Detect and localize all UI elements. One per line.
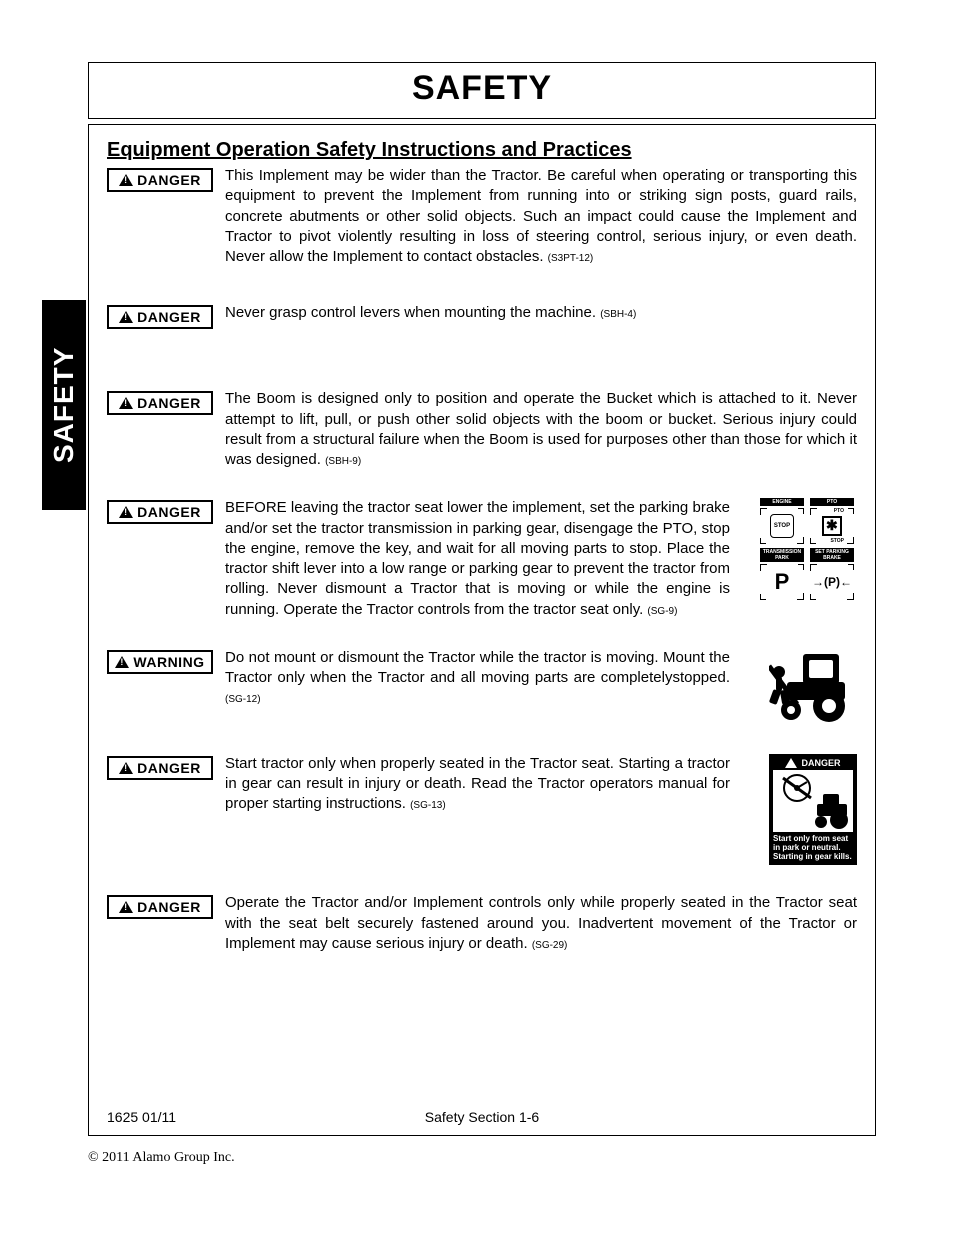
- danger-label: DANGER: [107, 500, 213, 524]
- label-text: DANGER: [137, 504, 201, 520]
- warning-label: WARNING: [107, 650, 213, 674]
- danger-label: DANGER: [107, 305, 213, 329]
- shutdown-diagram-icon: ENGINESTOPPTOPTOSTOPTRANSMISSION PARKPSE…: [757, 498, 857, 604]
- entry-text: Do not mount or dismount the Tractor whi…: [225, 648, 730, 709]
- shutdown-cell: SET PARKING BRAKE→(P)←: [810, 548, 854, 600]
- label-text: DANGER: [137, 309, 201, 325]
- side-tab: SAFETY: [42, 300, 86, 510]
- tractor-dismount-icon: [769, 648, 857, 726]
- danger-label: DANGER: [107, 391, 213, 415]
- safety-entry: WARNING Do not mount or dismount the Trac…: [107, 648, 857, 726]
- label-text: DANGER: [137, 172, 201, 188]
- entry-ref: (SG-13): [410, 800, 446, 811]
- alert-icon: [119, 901, 133, 913]
- entry-ref: (SG-12): [225, 694, 261, 705]
- alert-icon: [119, 506, 133, 518]
- alert-icon: [115, 656, 129, 668]
- entry-text: Never grasp control levers when mounting…: [225, 303, 636, 323]
- copyright: © 2011 Alamo Group Inc.: [88, 1150, 235, 1166]
- entry-ref: (SBH-9): [325, 456, 361, 467]
- danger-label: DANGER: [107, 756, 213, 780]
- label-text: WARNING: [133, 654, 204, 670]
- title-box: SAFETY: [89, 63, 875, 118]
- entry-text: BEFORE leaving the tractor seat lower th…: [225, 498, 730, 620]
- content-frame: Equipment Operation Safety Instructions …: [88, 124, 876, 1136]
- page-title: SAFETY: [89, 69, 875, 108]
- danger-label: DANGER: [107, 895, 213, 919]
- entry-text: This Implement may be wider than the Tra…: [225, 166, 857, 267]
- entry-ref: (SG-9): [647, 606, 677, 617]
- footer-center: Safety Section 1-6: [107, 1109, 857, 1125]
- label-text: DANGER: [137, 395, 201, 411]
- title-frame: SAFETY: [88, 62, 876, 119]
- alert-icon: [119, 762, 133, 774]
- safety-entry: DANGER Start tractor only when properly s…: [107, 754, 857, 866]
- safety-entry: DANGER Operate the Tractor and/or Impleme…: [107, 893, 857, 954]
- entry-ref: (S3PT-12): [548, 253, 594, 264]
- alert-icon: [119, 397, 133, 409]
- shutdown-cell: PTOPTOSTOP: [810, 498, 854, 544]
- label-text: DANGER: [137, 760, 201, 776]
- start-danger-placard-icon: DANGER Start only from seat in park or n…: [769, 754, 857, 866]
- safety-entry: DANGER This Implement may be wider than t…: [107, 166, 857, 267]
- shutdown-cell: TRANSMISSION PARKP: [760, 548, 804, 600]
- entry-ref: (SG-29): [532, 940, 568, 951]
- entry-text: Operate the Tractor and/or Implement con…: [225, 893, 857, 954]
- placard-header: DANGER: [801, 758, 840, 768]
- alert-icon: [119, 311, 133, 323]
- safety-entry: DANGER BEFORE leaving the tractor seat lo…: [107, 498, 857, 620]
- alert-icon: [119, 174, 133, 186]
- shutdown-cell: ENGINESTOP: [760, 498, 804, 544]
- safety-entry: DANGER The Boom is designed only to posit…: [107, 389, 857, 470]
- danger-label: DANGER: [107, 168, 213, 192]
- label-text: DANGER: [137, 899, 201, 915]
- entry-text: Start tractor only when properly seated …: [225, 754, 730, 815]
- placard-caption: Start only from seat in park or neutral.…: [773, 834, 853, 862]
- safety-entry: DANGER Never grasp control levers when mo…: [107, 303, 857, 329]
- entry-text: The Boom is designed only to position an…: [225, 389, 857, 470]
- entry-ref: (SBH-4): [600, 309, 636, 320]
- section-heading: Equipment Operation Safety Instructions …: [107, 139, 857, 162]
- footer: 1625 01/11 Safety Section 1-6: [107, 1109, 857, 1125]
- entries-container: DANGER This Implement may be wider than t…: [107, 166, 857, 954]
